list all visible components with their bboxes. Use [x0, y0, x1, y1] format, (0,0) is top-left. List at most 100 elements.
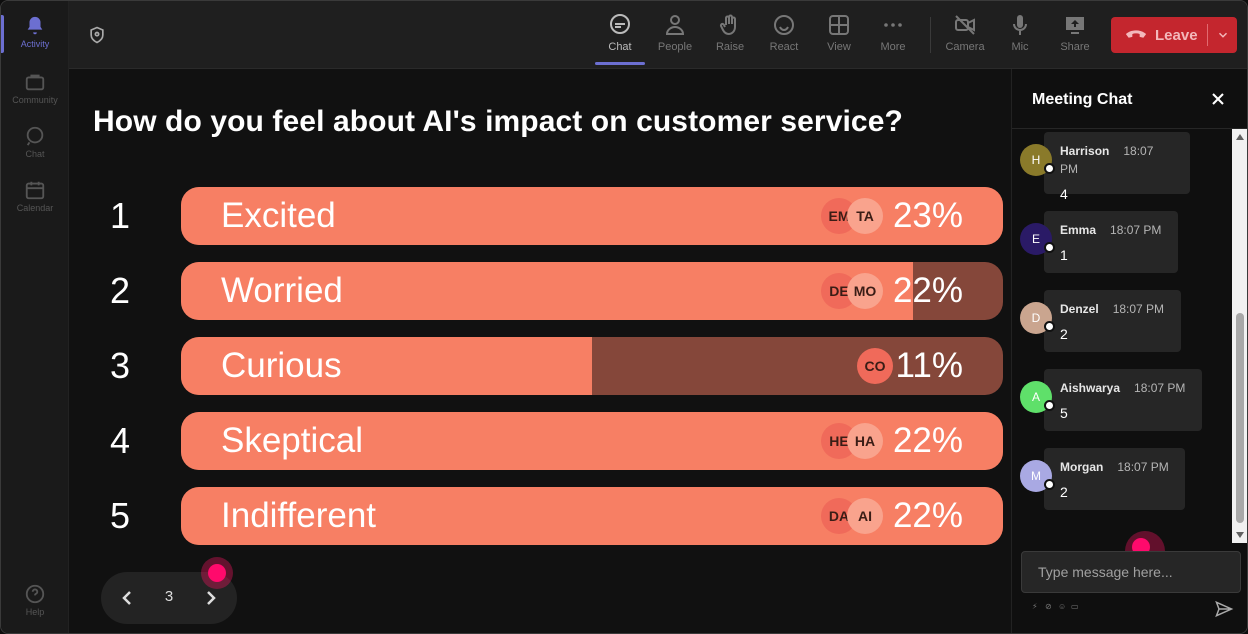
option-percentage: 22%: [892, 421, 963, 460]
chat-message: Harrison 18:07 PM 4 H: [1020, 132, 1220, 202]
meeting-chat-panel: Meeting Chat Harrison 18:07 PM 4 H Emma 18:07…: [1011, 69, 1247, 633]
chevron-right-icon[interactable]: [199, 586, 223, 610]
option-number: 2: [109, 270, 131, 311]
leave-label: Leave: [1155, 26, 1198, 44]
chevron-down-icon: [1218, 32, 1227, 38]
attach-icon[interactable]: ⊘: [1045, 602, 1052, 611]
chat-button[interactable]: Chat: [593, 13, 647, 65]
chat-button-label: Chat: [608, 41, 632, 53]
gif-icon[interactable]: ▭: [1071, 602, 1079, 611]
mic-icon: [1013, 15, 1027, 35]
share-button[interactable]: Share: [1048, 13, 1102, 63]
option-percentage: 22%: [892, 496, 963, 535]
chat-message: Aishwarya 18:07 PM 5 A: [1020, 369, 1220, 433]
chat-title: Meeting Chat: [1032, 91, 1133, 108]
avatar[interactable]: A: [1020, 381, 1055, 413]
rail-item-activity[interactable]: Activity: [1, 7, 69, 59]
more-button[interactable]: More: [866, 13, 920, 63]
raise-hand-button[interactable]: Raise: [703, 13, 757, 63]
poll-option-4[interactable]: 4 Skeptical HE HA 22%: [99, 412, 1005, 470]
message-card[interactable]: Denzel 18:07 PM 2: [1044, 290, 1181, 352]
sender-name: Aishwarya: [1060, 381, 1121, 395]
community-icon: [25, 74, 45, 91]
poll-stage: How do you feel about AI's impact on cus…: [69, 69, 1011, 633]
poll-option-1[interactable]: 1 Excited EM TA 23%: [99, 187, 1005, 245]
close-icon[interactable]: [1208, 89, 1228, 109]
mic-button[interactable]: Mic: [993, 13, 1047, 63]
poll-option-2[interactable]: 2 Worried DE MO 22%: [99, 262, 1005, 320]
sender-name: Denzel: [1060, 302, 1099, 316]
poll-option-3[interactable]: 3 Curious CO 11%: [99, 337, 1005, 395]
meeting-toolbar: Chat People Raise React View More Camera: [69, 1, 1247, 69]
voter-avatar: AI: [847, 498, 883, 534]
view-button[interactable]: View: [812, 13, 866, 63]
message-time: 18:07 PM: [1112, 302, 1165, 316]
view-button-label: View: [827, 41, 851, 53]
presence-status-icon: [1044, 321, 1055, 332]
voter-avatar: HA: [847, 423, 883, 459]
chat-scrollbar[interactable]: [1232, 129, 1247, 543]
page-number: 3: [164, 588, 174, 605]
option-label: Indifferent: [221, 496, 377, 535]
sender-name: Morgan: [1060, 460, 1104, 474]
scroll-up-arrow[interactable]: [1236, 134, 1244, 140]
message-card[interactable]: Morgan 18:07 PM 2: [1044, 448, 1185, 510]
more-icon: [884, 23, 902, 27]
option-bar[interactable]: Indifferent DA AI 22%: [181, 487, 1003, 545]
avatar[interactable]: E: [1020, 223, 1055, 255]
scroll-thumb[interactable]: [1236, 313, 1244, 523]
presence-status-icon: [1044, 479, 1055, 490]
send-icon[interactable]: [1214, 599, 1234, 619]
rail-item-calendar[interactable]: Calendar: [1, 171, 69, 223]
message-card[interactable]: Emma 18:07 PM 1: [1044, 211, 1178, 273]
leave-options-button[interactable]: [1208, 17, 1237, 53]
raise-button-label: Raise: [715, 41, 745, 53]
leave-button[interactable]: Leave: [1111, 17, 1237, 53]
message-card[interactable]: Aishwarya 18:07 PM 5: [1044, 369, 1202, 431]
help-icon: [25, 584, 45, 604]
option-percentage: 22%: [892, 271, 963, 310]
option-bar[interactable]: Excited EM TA 23%: [181, 187, 1003, 245]
voter-avatar: MO: [847, 273, 883, 309]
option-bar[interactable]: Skeptical HE HA 22%: [181, 412, 1003, 470]
chat-message: Morgan 18:07 PM 2 M: [1020, 448, 1220, 512]
app-rail: Activity Community Chat Calendar Help: [1, 1, 69, 633]
format-text-icon[interactable]: ⚡: [1032, 602, 1038, 611]
presence-status-icon: [1044, 242, 1055, 253]
avatar[interactable]: M: [1020, 460, 1055, 492]
camera-button-label: Camera: [945, 41, 985, 53]
hangup-icon: [1125, 30, 1147, 38]
click-indicator: [201, 557, 233, 589]
chat-icon: [26, 126, 44, 146]
option-bar[interactable]: Worried DE MO 22%: [181, 262, 1003, 320]
people-button[interactable]: People: [648, 13, 702, 63]
rail-item-chat[interactable]: Chat: [1, 117, 69, 169]
chat-message-input[interactable]: [1021, 551, 1241, 593]
rail-item-community[interactable]: Community: [1, 63, 69, 115]
shield-icon[interactable]: [87, 25, 107, 45]
message-card[interactable]: Harrison 18:07 PM 4: [1044, 132, 1190, 202]
emoji-icon[interactable]: ☺: [1058, 602, 1067, 611]
poll-option-5[interactable]: 5 Indifferent DA AI 22%: [99, 487, 1005, 545]
option-number: 1: [109, 195, 131, 236]
rail-item-help[interactable]: Help: [1, 575, 69, 627]
poll-question: How do you feel about AI's impact on cus…: [93, 105, 903, 138]
avatar[interactable]: D: [1020, 302, 1055, 334]
option-bar[interactable]: Curious CO 11%: [181, 337, 1003, 395]
react-button-label: React: [769, 41, 799, 53]
voter-avatar: TA: [847, 198, 883, 234]
avatar-initial: M: [1031, 469, 1041, 483]
avatar[interactable]: H: [1020, 144, 1055, 176]
chat-message: Emma 18:07 PM 1 E: [1020, 211, 1220, 275]
camera-button[interactable]: Camera: [938, 13, 992, 63]
react-button[interactable]: React: [757, 13, 811, 63]
option-label: Curious: [221, 346, 342, 385]
scroll-down-arrow[interactable]: [1236, 532, 1244, 538]
leave-main[interactable]: Leave: [1111, 17, 1207, 53]
option-label: Worried: [221, 271, 343, 310]
leave-divider: [1207, 24, 1208, 46]
avatar-initial: H: [1031, 153, 1041, 167]
option-label: Excited: [221, 196, 336, 235]
chevron-left-icon[interactable]: [115, 586, 139, 610]
message-body: 4: [1060, 186, 1068, 202]
